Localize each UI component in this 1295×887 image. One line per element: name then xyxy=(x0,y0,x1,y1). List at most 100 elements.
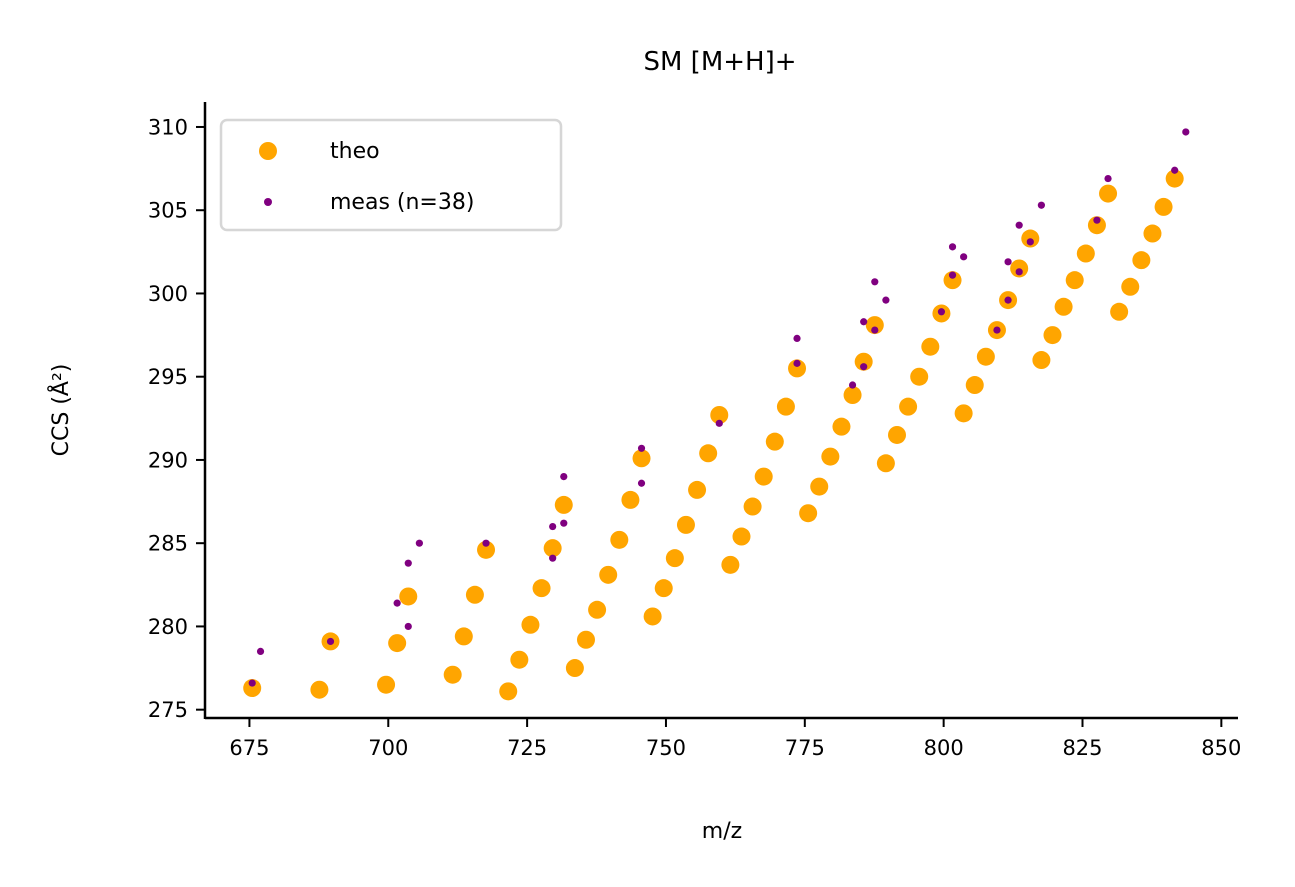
theo-point xyxy=(388,634,407,653)
theo-point xyxy=(876,454,895,473)
y-tick-label: 295 xyxy=(148,365,188,389)
theo-point xyxy=(899,397,918,416)
meas-point xyxy=(393,599,401,607)
meas-point xyxy=(415,539,423,547)
theo-point xyxy=(743,497,762,516)
meas-point xyxy=(882,296,890,304)
meas-point xyxy=(256,647,265,656)
y-tick-label: 305 xyxy=(148,199,188,223)
y-tick-label: 290 xyxy=(148,448,188,472)
meas-point xyxy=(793,359,801,367)
meas-point xyxy=(871,278,879,286)
theo-point xyxy=(610,530,629,549)
x-tick-label: 700 xyxy=(368,736,408,760)
meas-point xyxy=(860,318,868,326)
meas-point xyxy=(793,334,801,343)
theo-point xyxy=(1054,297,1073,316)
theo-point xyxy=(643,607,662,626)
theo-point xyxy=(1132,251,1151,270)
legend-marker-meas xyxy=(264,198,272,206)
theo-point xyxy=(832,417,851,436)
meas-point xyxy=(1004,258,1012,266)
theo-point xyxy=(599,565,618,584)
theo-point xyxy=(1143,224,1162,243)
meas-point xyxy=(1093,216,1101,224)
theo-point xyxy=(710,405,729,424)
theo-point xyxy=(665,549,684,568)
x-tick-label: 675 xyxy=(229,736,269,760)
y-tick-label: 280 xyxy=(148,615,188,639)
theo-point xyxy=(554,495,573,514)
theo-point xyxy=(1110,302,1129,321)
legend: theo meas (n=38) xyxy=(219,118,563,232)
legend-label-theo: theo xyxy=(330,139,380,164)
meas-point xyxy=(560,519,568,527)
theo-point xyxy=(1032,351,1051,370)
y-tick-label: 300 xyxy=(148,282,188,306)
theo-point xyxy=(521,615,540,634)
meas-point xyxy=(637,444,646,452)
meas-point xyxy=(937,308,946,316)
theo-point xyxy=(621,490,640,509)
theo-point xyxy=(1099,184,1118,203)
meas-point xyxy=(1015,221,1023,229)
y-tick-label: 285 xyxy=(148,532,188,556)
meas-point xyxy=(1026,238,1034,246)
theo-point xyxy=(454,627,473,646)
legend-box xyxy=(219,118,563,232)
x-tick-label: 725 xyxy=(507,736,547,760)
chart-title: SM [M+H]+ xyxy=(643,47,796,77)
theo-point xyxy=(310,680,329,699)
theo-point xyxy=(910,367,929,386)
theo-point xyxy=(810,477,829,496)
theo-point xyxy=(1065,271,1084,290)
meas-point xyxy=(637,479,646,487)
y-axis-label: CCS (Å²) xyxy=(47,364,74,457)
theo-point xyxy=(943,271,962,290)
theo-point xyxy=(1043,326,1062,345)
theo-point xyxy=(1121,277,1140,296)
meas-point xyxy=(715,419,723,427)
theo-point xyxy=(788,359,807,378)
x-tick-label: 825 xyxy=(1062,736,1102,760)
x-tick-label: 850 xyxy=(1201,736,1241,760)
theo-point xyxy=(921,337,940,356)
meas-point xyxy=(404,622,412,631)
theo-point xyxy=(954,404,973,423)
legend-label-meas: meas (n=38) xyxy=(330,190,474,215)
meas-point xyxy=(560,472,568,481)
meas-point xyxy=(948,271,957,279)
y-tick-label: 275 xyxy=(148,698,188,722)
theo-point xyxy=(588,600,607,619)
meas-point xyxy=(248,679,256,687)
meas-point xyxy=(549,554,557,562)
theo-point xyxy=(532,579,551,598)
plot-area xyxy=(243,128,1190,701)
meas-point xyxy=(1171,166,1179,174)
meas-point xyxy=(326,637,335,646)
x-axis-label: m/z xyxy=(702,819,742,844)
theo-point xyxy=(776,397,795,416)
theo-point xyxy=(843,386,862,405)
theo-point xyxy=(887,425,906,444)
meas-point xyxy=(404,559,412,567)
meas-point xyxy=(848,381,857,389)
theo-point xyxy=(443,665,462,684)
theo-point xyxy=(821,447,840,466)
theo-point xyxy=(499,682,518,701)
meas-point xyxy=(993,326,1001,334)
theo-point xyxy=(799,504,818,523)
meas-point xyxy=(871,326,879,334)
theo-point xyxy=(699,444,718,463)
theo-point xyxy=(854,352,873,371)
theo-point xyxy=(688,480,707,499)
x-tick-label: 750 xyxy=(646,736,686,760)
theo-point xyxy=(654,579,673,598)
meas-point xyxy=(1004,296,1012,304)
meas-point xyxy=(948,243,957,251)
y-ticks: 275 280 285 290 295 300 305 310 xyxy=(148,115,205,722)
x-ticks: 675 700 725 750 775 800 825 850 xyxy=(229,718,1241,760)
theo-point xyxy=(565,659,584,678)
theo-point xyxy=(732,527,751,546)
meas-point xyxy=(1104,174,1112,183)
